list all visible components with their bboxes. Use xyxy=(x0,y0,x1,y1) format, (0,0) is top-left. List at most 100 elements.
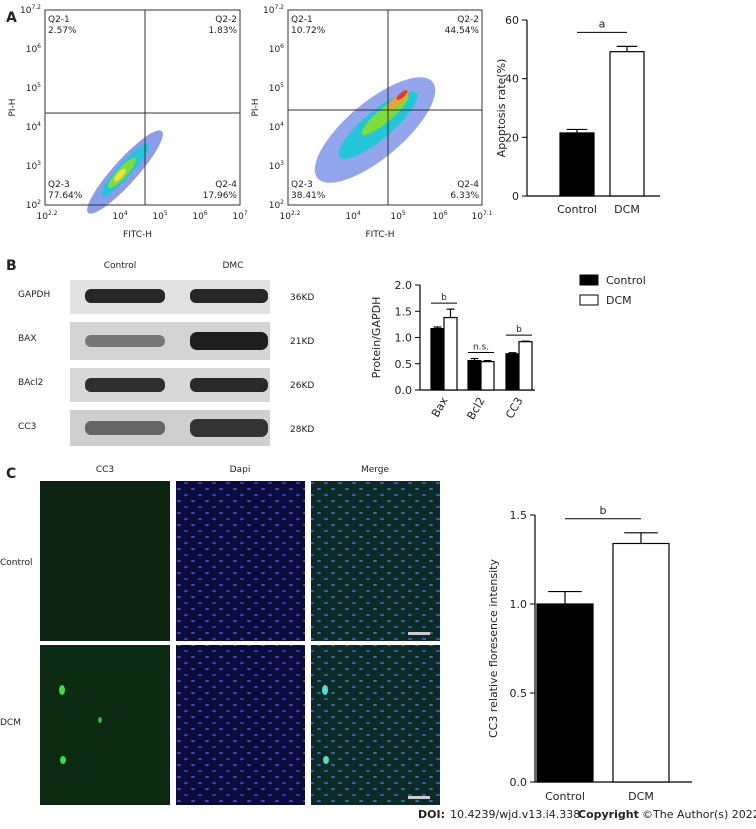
protein-label: BAcl2 xyxy=(18,378,43,388)
copyright: ©The Author(s) 2022. xyxy=(642,808,756,821)
tick-label: 107.2 xyxy=(263,4,284,16)
error-bar xyxy=(566,128,588,133)
flow-cloud xyxy=(87,77,436,214)
error-bar xyxy=(433,326,442,329)
tick-exp: 7.1 xyxy=(483,210,493,217)
quadrant-name: Q2-4 xyxy=(457,180,479,190)
x-tick-label: CC3 xyxy=(503,395,525,421)
tick-base: 10 xyxy=(345,212,357,222)
tick-label: 105 xyxy=(26,82,41,94)
lane-label: DMC xyxy=(223,261,244,271)
tick-label: 102 xyxy=(269,199,284,211)
x-axis-label: FITC-H xyxy=(365,230,394,240)
significance-label: b xyxy=(516,325,522,335)
tick-exp: 7 xyxy=(244,210,248,217)
y-tick-label: 0.0 xyxy=(395,384,413,397)
panel-label: C xyxy=(6,466,16,482)
doi: 10.4239/wjd.v13.i4.338 xyxy=(450,808,580,821)
panel-label: B xyxy=(6,258,17,274)
quadrant-value: 1.83% xyxy=(208,26,237,36)
tick-base: 10 xyxy=(269,45,281,55)
micrograph xyxy=(40,481,440,805)
error-bar xyxy=(508,352,517,354)
bar xyxy=(480,361,495,391)
tick-label: 102.2 xyxy=(37,210,58,222)
panel-label: A xyxy=(6,10,17,26)
bar xyxy=(443,316,458,391)
y-tick-label: 0.5 xyxy=(395,358,413,371)
size-label: 28KD xyxy=(290,425,314,435)
tick-label: 104 xyxy=(112,210,127,222)
quadrant-value: 2.57% xyxy=(48,26,77,36)
tick-base: 10 xyxy=(192,212,204,222)
error-bar xyxy=(483,360,492,362)
tick-label: 104 xyxy=(345,210,360,222)
error-bar xyxy=(470,357,479,361)
column-label: CC3 xyxy=(96,465,114,475)
tick-exp: 4 xyxy=(357,210,361,217)
tick-base: 10 xyxy=(263,6,275,16)
tick-exp: 5 xyxy=(37,82,41,89)
tick-label: 104 xyxy=(269,121,284,133)
bar xyxy=(536,603,594,783)
tick-base: 10 xyxy=(26,45,38,55)
quadrant-name: Q2-3 xyxy=(291,180,313,190)
y-tick-label: 40 xyxy=(505,73,519,86)
tick-base: 10 xyxy=(280,212,292,222)
blot-image xyxy=(70,280,270,446)
quadrant-value: 6.33% xyxy=(450,191,479,201)
error-bar xyxy=(521,340,530,342)
tick-label: 106 xyxy=(432,210,447,222)
y-tick-label: 1.5 xyxy=(395,305,413,318)
column-label: Dapi xyxy=(230,465,251,475)
tick-exp: 3 xyxy=(280,160,284,167)
tick-label: 103 xyxy=(269,160,284,172)
tick-exp: 4 xyxy=(280,121,284,128)
column-label: Merge xyxy=(361,465,390,475)
tick-label: 106 xyxy=(26,43,41,55)
tick-exp: 6 xyxy=(280,43,284,50)
tick-exp: 2.2 xyxy=(291,210,301,217)
footer: DOI: 10.4239/wjd.v13.i4.338 Copyright ©T… xyxy=(418,808,756,821)
tick-base: 10 xyxy=(112,212,124,222)
x-tick-label: Control xyxy=(545,790,585,803)
tick-exp: 6 xyxy=(444,210,448,217)
y-tick-label: 1.0 xyxy=(395,332,413,345)
tick-label: 102 xyxy=(26,199,41,211)
size-label: 26KD xyxy=(290,381,314,391)
tick-exp: 6 xyxy=(37,43,41,50)
tick-exp: 4 xyxy=(37,121,41,128)
tick-base: 10 xyxy=(269,162,281,172)
tick-base: 10 xyxy=(37,212,49,222)
tick-exp: 6 xyxy=(204,210,208,217)
error-bar xyxy=(616,45,638,52)
row-label: DCM xyxy=(0,718,21,728)
significance-label: a xyxy=(599,17,606,30)
quadrant-value: 17.96% xyxy=(203,191,238,201)
bar xyxy=(467,360,482,391)
tick-exp: 2 xyxy=(280,199,284,206)
legend-label: DCM xyxy=(606,294,632,307)
tick-exp: 2.2 xyxy=(48,210,58,217)
quadrant-value: 44.54% xyxy=(445,26,480,36)
x-tick-label: DCM xyxy=(628,790,654,803)
copyright-label: Copyright xyxy=(578,808,639,821)
y-axis-label: PI-H xyxy=(251,98,261,116)
quadrant-name: Q2-4 xyxy=(215,180,237,190)
plot-frame xyxy=(44,9,241,206)
quadrant-name: Q2-2 xyxy=(215,15,237,25)
error-bar xyxy=(548,590,582,604)
bar xyxy=(609,51,645,197)
error-bar xyxy=(624,532,658,544)
tick-label: 103 xyxy=(26,160,41,172)
size-label: 21KD xyxy=(290,337,314,347)
tick-base: 10 xyxy=(20,6,32,16)
y-tick-label: 1.5 xyxy=(510,509,528,522)
bar xyxy=(430,327,445,391)
bar xyxy=(612,542,670,783)
y-axis-label: Protein/GAPDH xyxy=(370,297,383,379)
quadrant-value: 77.64% xyxy=(48,191,83,201)
row-label: Control xyxy=(0,558,33,568)
tick-label: 104 xyxy=(26,121,41,133)
